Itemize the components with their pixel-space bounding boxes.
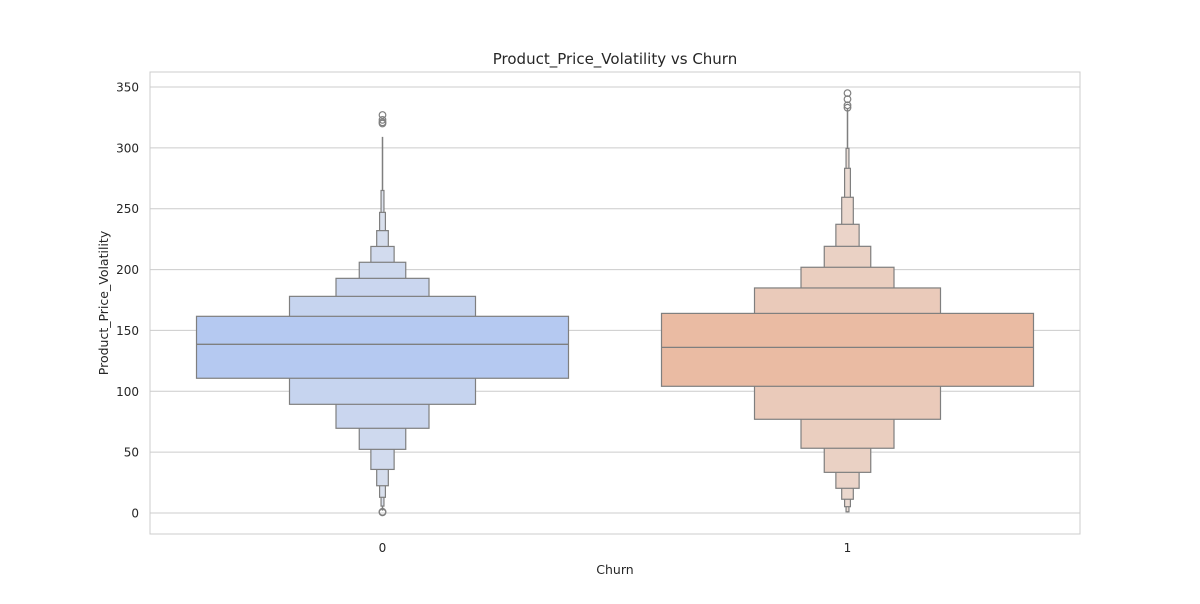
y-tick-label: 350	[116, 81, 139, 95]
outlier-point	[378, 111, 387, 119]
y-tick-label: 250	[116, 202, 139, 216]
x-tick-label: 0	[379, 541, 387, 555]
outlier-point	[843, 103, 852, 112]
outlier-point	[843, 101, 852, 110]
boxen-group-1	[660, 89, 1035, 513]
y-tick-label: 150	[116, 324, 139, 338]
y-tick-label: 300	[116, 141, 139, 155]
x-axis-label: Churn	[596, 562, 633, 577]
y-tick-label: 50	[124, 446, 139, 460]
outlier-point	[378, 119, 387, 128]
letter-value-box	[660, 312, 1035, 387]
x-tick-label: 1	[844, 541, 852, 555]
letter-value-box	[195, 315, 570, 379]
y-tick-label: 0	[131, 507, 139, 521]
boxen-group-0	[195, 111, 570, 517]
outlier-point	[378, 115, 387, 124]
chart-title: Product_Price_Volatility vs Churn	[493, 50, 737, 69]
y-tick-label: 200	[116, 263, 139, 277]
plot-frame	[149, 71, 1081, 535]
y-axis-label: Product_Price_Volatility	[96, 230, 111, 375]
y-tick-label: 100	[116, 385, 139, 399]
outlier-point	[378, 508, 387, 517]
